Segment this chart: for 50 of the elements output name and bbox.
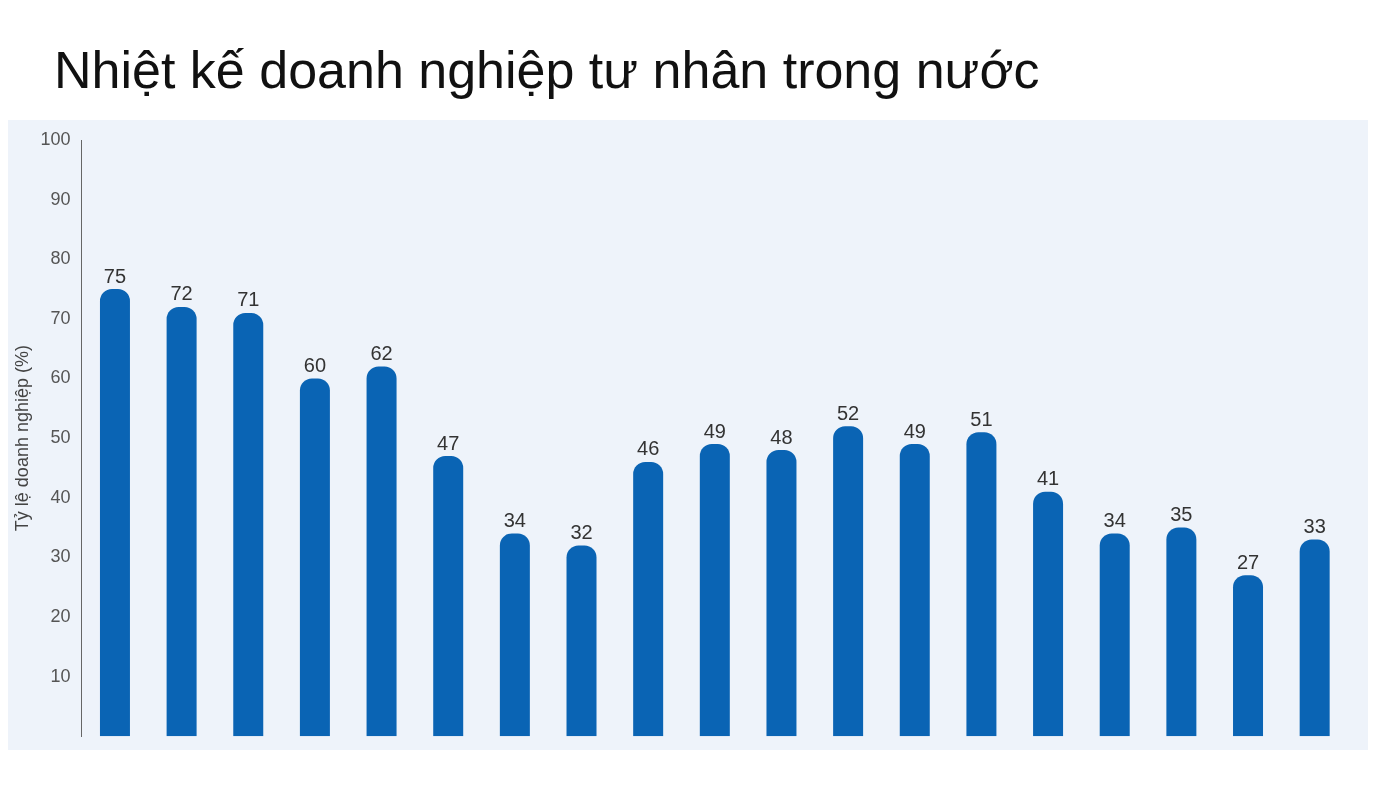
y-tick-label: 30 <box>50 546 71 567</box>
data-label: 46 <box>637 437 660 460</box>
y-tick-label: 70 <box>50 307 71 328</box>
bar <box>1299 539 1330 737</box>
y-tick-label: 60 <box>50 367 71 388</box>
y-tick-label: 20 <box>50 605 71 626</box>
data-label: 34 <box>1103 509 1126 532</box>
bar <box>233 312 264 737</box>
bar <box>1166 527 1197 737</box>
bar <box>966 432 997 737</box>
data-label: 49 <box>703 419 726 442</box>
bar <box>833 426 864 737</box>
data-label: 34 <box>503 509 526 532</box>
data-label: 49 <box>903 419 926 442</box>
y-tick-label: 100 <box>40 128 71 149</box>
data-label: 41 <box>1036 467 1060 490</box>
data-label: 47 <box>437 431 460 454</box>
bar <box>633 461 664 737</box>
data-label: 52 <box>836 401 860 424</box>
bar <box>433 455 464 737</box>
data-label: 48 <box>770 425 793 448</box>
bar <box>766 450 797 737</box>
data-label: 51 <box>970 407 993 430</box>
y-tick-label: 50 <box>50 427 71 448</box>
data-label: 62 <box>370 342 393 365</box>
y-tick-label: 10 <box>50 665 71 686</box>
bar <box>166 306 197 737</box>
data-label: 75 <box>103 264 127 287</box>
data-label: 27 <box>1236 550 1260 573</box>
bar <box>499 533 530 737</box>
y-tick-label: 90 <box>50 188 71 209</box>
bar <box>566 545 597 737</box>
bar <box>699 444 730 737</box>
data-label: 35 <box>1170 503 1193 526</box>
bar <box>1233 575 1264 737</box>
data-label: 71 <box>237 288 260 311</box>
y-tick-label: 80 <box>50 248 71 269</box>
y-axis-title: Tỷ lệ doanh nghiệp (%) <box>11 345 32 532</box>
bar <box>1033 491 1064 737</box>
bar <box>299 378 330 737</box>
data-label: 33 <box>1303 514 1326 537</box>
chart-title: Nhiệt kế doanh nghiệp tư nhân trong nước <box>54 40 1041 100</box>
data-label: 32 <box>570 520 593 543</box>
bar <box>899 444 930 737</box>
bar <box>1099 533 1130 737</box>
bar <box>366 366 397 737</box>
y-tick-label: 40 <box>50 486 71 507</box>
bar <box>99 289 130 737</box>
data-label: 60 <box>303 354 327 376</box>
data-label: 72 <box>170 282 193 305</box>
